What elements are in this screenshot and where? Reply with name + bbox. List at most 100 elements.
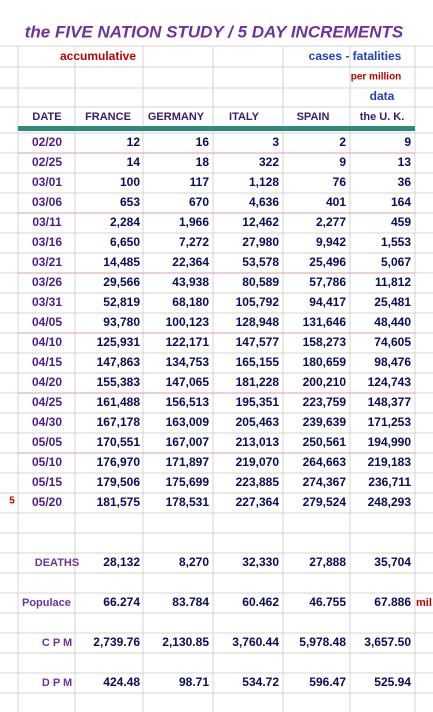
number-cell: 134,753 bbox=[166, 355, 210, 369]
date-cell: 03/01 bbox=[32, 175, 62, 189]
number-cell: 171,253 bbox=[368, 415, 412, 429]
number-cell: 223,759 bbox=[303, 395, 347, 409]
number-cell: 165,155 bbox=[236, 355, 280, 369]
summary-value: 2,739.76 bbox=[93, 635, 140, 649]
summary-value: 27,888 bbox=[309, 555, 346, 569]
summary-label: DEATHS bbox=[35, 557, 79, 569]
number-cell: 14 bbox=[127, 155, 141, 169]
number-cell: 1,128 bbox=[249, 175, 279, 189]
number-cell: 670 bbox=[189, 195, 209, 209]
number-cell: 181,228 bbox=[236, 375, 280, 389]
number-cell: 25,481 bbox=[374, 295, 411, 309]
number-cell: 148,377 bbox=[368, 395, 412, 409]
left-note: accumulative bbox=[60, 49, 136, 63]
summary-value: 66.274 bbox=[103, 595, 140, 609]
number-cell: 2,277 bbox=[316, 215, 346, 229]
number-cell: 181,575 bbox=[97, 495, 141, 509]
number-cell: 4,636 bbox=[249, 195, 279, 209]
number-cell: 179,506 bbox=[97, 475, 141, 489]
number-cell: 27,980 bbox=[242, 235, 279, 249]
unit-note: mil bbox=[416, 597, 432, 609]
number-cell: 401 bbox=[326, 195, 346, 209]
number-cell: 12 bbox=[127, 135, 141, 149]
number-cell: 164 bbox=[391, 195, 411, 209]
number-cell: 459 bbox=[391, 215, 411, 229]
date-cell: 03/26 bbox=[32, 275, 62, 289]
column-header: ITALY bbox=[229, 111, 260, 123]
number-cell: 117 bbox=[190, 175, 210, 189]
summary-value: 8,270 bbox=[179, 555, 209, 569]
number-cell: 147,577 bbox=[236, 335, 280, 349]
number-cell: 11,812 bbox=[375, 275, 411, 289]
number-cell: 93,780 bbox=[103, 315, 140, 329]
number-cell: 36 bbox=[398, 175, 412, 189]
number-cell: 98,476 bbox=[374, 355, 411, 369]
number-cell: 7,272 bbox=[179, 235, 209, 249]
number-cell: 279,524 bbox=[303, 495, 347, 509]
number-cell: 29,566 bbox=[103, 275, 140, 289]
number-cell: 653 bbox=[120, 195, 140, 209]
right-note: cases - fatalities bbox=[309, 49, 402, 63]
column-header: FRANCE bbox=[85, 111, 131, 123]
number-cell: 105,792 bbox=[236, 295, 280, 309]
number-cell: 74,605 bbox=[374, 335, 411, 349]
date-cell: 03/06 bbox=[32, 195, 62, 209]
number-cell: 1,966 bbox=[179, 215, 209, 229]
summary-value: 98.71 bbox=[179, 675, 209, 689]
number-cell: 194,990 bbox=[368, 435, 412, 449]
number-cell: 250,561 bbox=[303, 435, 347, 449]
number-cell: 205,463 bbox=[236, 415, 280, 429]
number-cell: 163,009 bbox=[166, 415, 210, 429]
number-cell: 155,383 bbox=[97, 375, 141, 389]
number-cell: 48,440 bbox=[374, 315, 411, 329]
summary-label: Populace bbox=[22, 597, 71, 609]
number-cell: 94,417 bbox=[309, 295, 346, 309]
date-cell: 02/25 bbox=[32, 155, 62, 169]
date-cell: 03/11 bbox=[32, 215, 62, 229]
date-cell: 04/30 bbox=[32, 415, 62, 429]
number-cell: 131,646 bbox=[303, 315, 347, 329]
summary-value: 32,330 bbox=[242, 555, 279, 569]
number-cell: 53,578 bbox=[242, 255, 279, 269]
number-cell: 227,364 bbox=[236, 495, 280, 509]
summary-value: 60.462 bbox=[242, 595, 279, 609]
number-cell: 124,743 bbox=[368, 375, 412, 389]
number-cell: 219,070 bbox=[236, 455, 280, 469]
number-cell: 156,513 bbox=[166, 395, 210, 409]
number-cell: 18 bbox=[196, 155, 210, 169]
number-cell: 76 bbox=[333, 175, 347, 189]
summary-value: 67.886 bbox=[374, 595, 411, 609]
number-cell: 100,123 bbox=[166, 315, 210, 329]
date-cell: 05/05 bbox=[32, 435, 62, 449]
date-cell: 03/16 bbox=[32, 235, 62, 249]
date-cell: 04/20 bbox=[32, 375, 62, 389]
number-cell: 9 bbox=[339, 155, 346, 169]
number-cell: 236,711 bbox=[368, 475, 411, 489]
summary-value: 46.755 bbox=[309, 595, 346, 609]
number-cell: 12,462 bbox=[242, 215, 279, 229]
date-cell: 02/20 bbox=[32, 135, 62, 149]
number-cell: 16 bbox=[196, 135, 210, 149]
number-cell: 6,650 bbox=[110, 235, 140, 249]
number-cell: 147,065 bbox=[166, 375, 210, 389]
number-cell: 175,699 bbox=[166, 475, 210, 489]
summary-value: 2,130.85 bbox=[162, 635, 209, 649]
summary-value: 83.784 bbox=[172, 595, 209, 609]
date-cell: 03/31 bbox=[32, 295, 62, 309]
number-cell: 176,970 bbox=[97, 455, 141, 469]
summary-label: C P M bbox=[42, 637, 72, 649]
column-header: GERMANY bbox=[148, 111, 205, 123]
column-header: SPAIN bbox=[297, 111, 330, 123]
number-cell: 2 bbox=[339, 135, 346, 149]
summary-value: 3,760.44 bbox=[232, 635, 279, 649]
number-cell: 68,180 bbox=[172, 295, 209, 309]
number-cell: 264,663 bbox=[303, 455, 347, 469]
number-cell: 3 bbox=[272, 135, 279, 149]
number-cell: 57,786 bbox=[309, 275, 346, 289]
number-cell: 128,948 bbox=[236, 315, 280, 329]
date-cell: 03/21 bbox=[32, 255, 62, 269]
number-cell: 80,589 bbox=[242, 275, 279, 289]
number-cell: 122,171 bbox=[166, 335, 210, 349]
number-cell: 170,551 bbox=[97, 435, 141, 449]
